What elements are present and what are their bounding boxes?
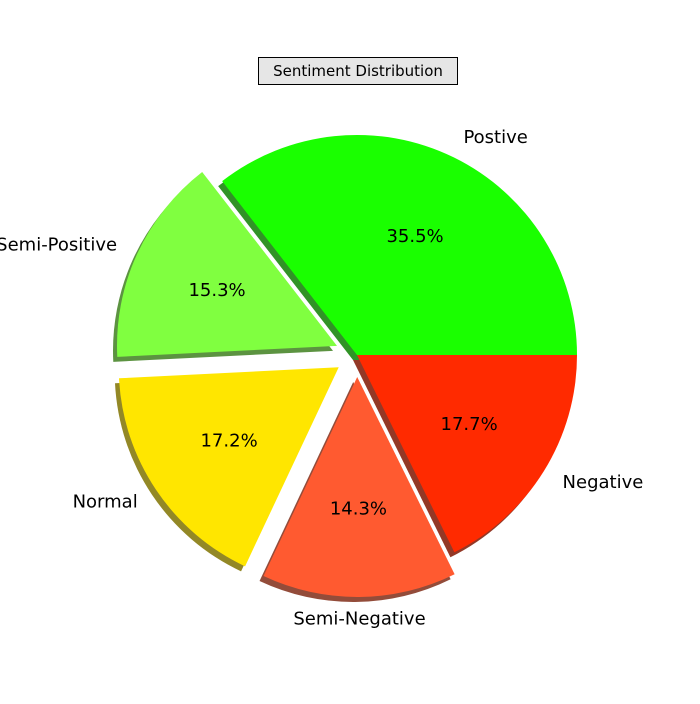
category-label-negative: Negative [563, 472, 644, 493]
slice-postive [222, 135, 577, 355]
slice-negative [357, 355, 577, 553]
percent-labels: 35.5% 15.3% 17.2% 14.3% 17.7% [188, 226, 497, 520]
percent-label-semi-negative: 14.3% [330, 498, 387, 519]
category-label-normal: Normal [73, 492, 138, 513]
category-labels: Postive Semi-Positive Normal Semi-Negative N… [0, 127, 643, 629]
slice-normal [119, 367, 339, 567]
category-label-semi-positive: Semi-Positive [0, 234, 117, 255]
category-label-postive: Postive [463, 127, 527, 148]
slice-semi-negative [263, 376, 455, 597]
slices [117, 135, 577, 597]
slice-semi-positive [117, 171, 338, 357]
category-label-semi-negative: Semi-Negative [293, 608, 425, 629]
percent-label-semi-positive: 15.3% [188, 280, 245, 301]
percent-label-normal: 17.2% [200, 430, 257, 451]
percent-label-negative: 17.7% [441, 414, 498, 435]
chart-title: Sentiment Distribution [258, 57, 458, 85]
percent-label-postive: 35.5% [386, 226, 443, 247]
